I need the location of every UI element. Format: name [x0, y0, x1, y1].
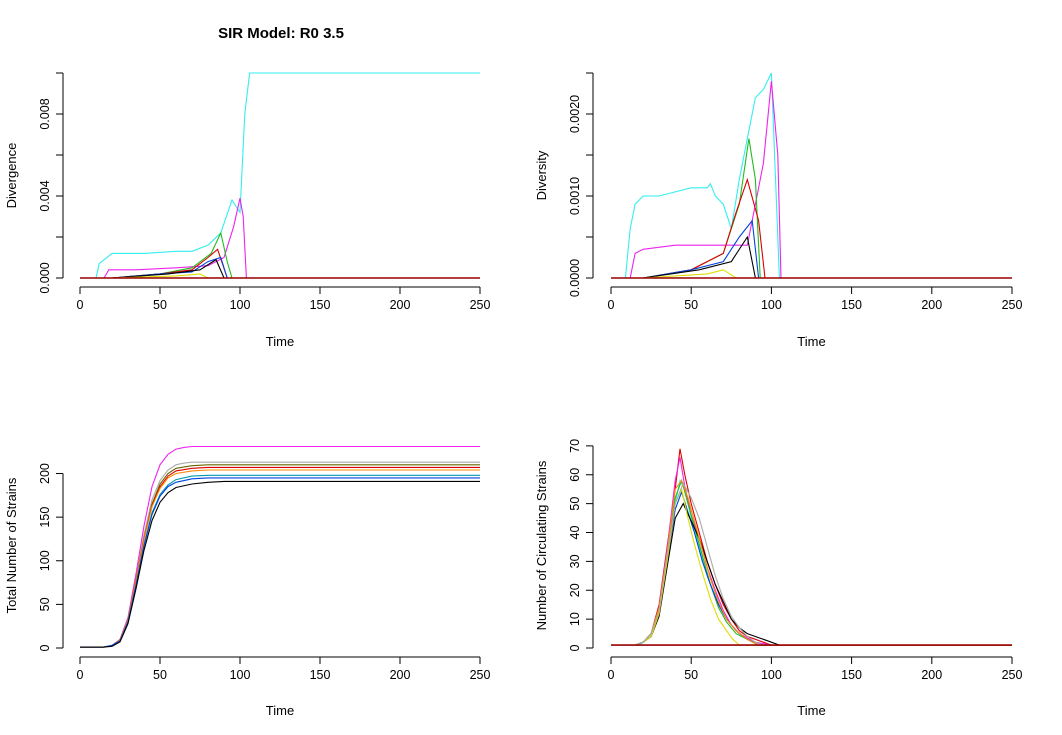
diversity-x-tick-label-2: 100 — [761, 298, 782, 312]
circulating-strains-y-tick-label-3: 30 — [568, 554, 582, 568]
divergence-y-tick-label-0: 0.000 — [38, 262, 52, 293]
diversity-series-line-5 — [643, 235, 1012, 279]
divergence-x-tick-label-5: 250 — [470, 298, 491, 312]
total-strains-x-tick-label-4: 200 — [390, 668, 411, 682]
divergence-panel: 0 50 100 150 200 250 0.000 0.004 0.008 Time Diverg… — [4, 72, 491, 349]
divergence-x-tick-label-1: 50 — [153, 298, 167, 312]
circulating-strains-y-tick-label-6: 60 — [568, 468, 582, 482]
divergence-y-axis-label: Divergence — [4, 143, 19, 209]
total-strains-y-tick-label-1: 50 — [38, 597, 52, 611]
total-strains-y-tick-label-3: 150 — [38, 507, 52, 528]
total-strains-y-tick-label-0: 0 — [38, 644, 52, 651]
divergence-x-axis-label: Time — [266, 334, 294, 349]
divergence-series-line-1 — [103, 197, 480, 279]
circulating-strains-series-line-7 — [634, 487, 1012, 646]
diversity-x-tick-label-0: 0 — [608, 298, 615, 312]
diversity-series-line-2 — [643, 138, 1012, 279]
diversity-series-line-3 — [643, 177, 1012, 279]
circulating-strains-x-tick-label-3: 150 — [841, 668, 862, 682]
total-strains-x-tick-label-1: 50 — [153, 668, 167, 682]
divergence-x-tick-label-2: 100 — [230, 298, 251, 312]
circulating-strains-x-tick-label-2: 100 — [761, 668, 782, 682]
total-strains-y-axis-label: Total Number of Strains — [4, 477, 19, 613]
total-strains-series-line-1 — [80, 461, 480, 648]
diversity-x-tick-label-3: 150 — [841, 298, 862, 312]
circulating-strains-y-axis-label: Number of Circulating Strains — [534, 460, 549, 630]
circulating-strains-y-tick-label-0: 0 — [568, 644, 582, 651]
circulating-strains-series-line-1 — [634, 448, 1012, 646]
diversity-y-axis-label: Diversity — [534, 150, 549, 200]
circulating-strains-x-tick-label-0: 0 — [608, 668, 615, 682]
circulating-strains-panel: 0 50 100 150 200 250 0 10 20 30 40 50 60 70 Time Number… — [534, 439, 1022, 718]
total-strains-series-line-7 — [80, 480, 480, 648]
total-strains-y-tick-label-2: 100 — [38, 550, 52, 571]
circulating-strains-y-tick-label-1: 10 — [568, 612, 582, 626]
circulating-strains-x-tick-label-4: 200 — [921, 668, 942, 682]
circulating-strains-y-tick-label-7: 70 — [568, 439, 582, 453]
diversity-series-line-1 — [629, 81, 1012, 279]
total-strains-y-tick-label-4: 200 — [38, 463, 52, 484]
circulating-strains-x-tick-label-1: 50 — [684, 668, 698, 682]
divergence-x-tick-label-0: 0 — [77, 298, 84, 312]
circulating-strains-x-tick-label-5: 250 — [1002, 668, 1023, 682]
total-strains-series-line-0 — [80, 445, 480, 648]
diversity-series-line-0 — [624, 72, 1012, 279]
diversity-x-tick-label-1: 50 — [684, 298, 698, 312]
circulating-strains-y-tick-label-5: 50 — [568, 497, 582, 511]
diversity-series-line-6 — [643, 269, 1012, 279]
total-strains-x-tick-label-2: 100 — [230, 668, 251, 682]
diversity-y-tick-label-0: 0.0000 — [568, 259, 582, 297]
divergence-series-line-5 — [111, 258, 480, 279]
total-strains-series-line-4 — [80, 469, 480, 648]
total-strains-x-axis-label: Time — [266, 703, 294, 718]
diversity-x-tick-label-4: 200 — [921, 298, 942, 312]
divergence-y-tick-label-2: 0.004 — [38, 180, 52, 211]
total-strains-series-line-3 — [80, 466, 480, 648]
circulating-strains-series-line-8 — [634, 482, 1012, 646]
total-strains-series-line-6 — [80, 477, 480, 648]
circulating-strains-series-line-6 — [634, 479, 1012, 646]
divergence-series-line-2 — [111, 231, 480, 279]
diversity-y-tick-label-2: 0.0010 — [568, 177, 582, 215]
circulating-strains-x-axis-label: Time — [797, 703, 825, 718]
divergence-series-line-0 — [95, 72, 480, 279]
total-strains-panel: 0 50 100 150 200 250 0 50 100 150 200 Time Total Num… — [4, 445, 491, 718]
divergence-x-tick-label-4: 200 — [390, 298, 411, 312]
divergence-x-tick-label-3: 150 — [310, 298, 331, 312]
total-strains-x-tick-label-3: 150 — [310, 668, 331, 682]
total-strains-x-tick-label-0: 0 — [77, 668, 84, 682]
figure-title: SIR Model: R0 3.5 — [218, 25, 344, 42]
circulating-strains-y-tick-label-4: 40 — [568, 526, 582, 540]
circulating-strains-series-line-2 — [634, 457, 1012, 646]
total-strains-x-tick-label-5: 250 — [470, 668, 491, 682]
diversity-panel: 0 50 100 150 200 250 0.0000 0.0010 0.0020 Time Div… — [534, 72, 1023, 349]
divergence-y-tick-label-4: 0.008 — [38, 98, 52, 129]
diversity-x-tick-label-5: 250 — [1002, 298, 1023, 312]
diversity-x-axis-label: Time — [797, 334, 825, 349]
diversity-y-tick-label-4: 0.0020 — [568, 95, 582, 133]
circulating-strains-y-tick-label-2: 20 — [568, 583, 582, 597]
